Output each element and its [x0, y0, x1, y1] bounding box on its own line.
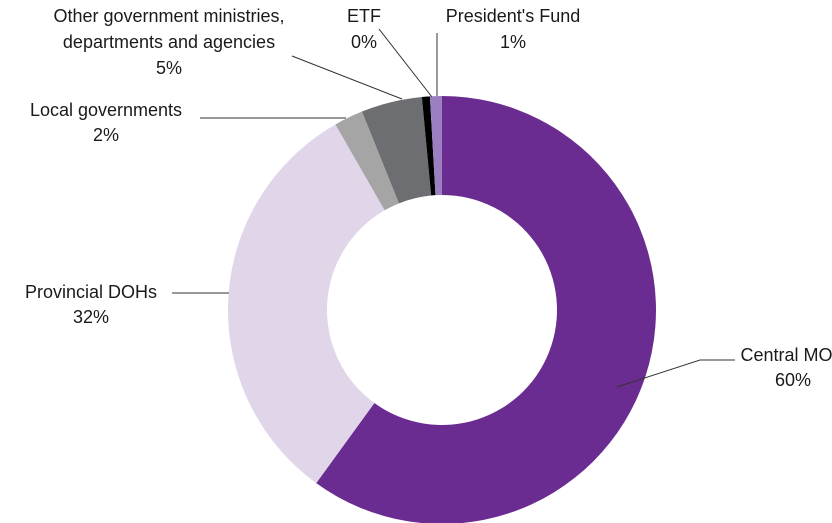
label-central-value: 60%: [775, 370, 811, 390]
leader-line-other: [291, 55, 403, 100]
label-provincial-value: 32%: [73, 307, 109, 327]
slice-president: [429, 96, 442, 196]
label-local-value: 2%: [93, 125, 119, 145]
donut-slices: [228, 96, 656, 523]
slice-central: [316, 96, 656, 523]
leader-lines: [172, 28, 735, 388]
label-central-name: Central MOH: [740, 345, 832, 365]
leader-line-central: [616, 359, 735, 388]
slice-other: [361, 96, 432, 204]
slice-provincial: [228, 124, 385, 484]
label-president-name: President's Fund: [446, 6, 581, 26]
slice-local: [335, 111, 399, 211]
label-local-name: Local governments: [30, 100, 182, 120]
label-etf-value: 0%: [351, 32, 377, 52]
label-other-value: 5%: [156, 58, 182, 78]
slice-etf: [421, 96, 436, 196]
label-etf-name: ETF: [347, 6, 381, 26]
label-other-name-line1: Other government ministries,: [53, 6, 284, 26]
label-other-name-line2: departments and agencies: [63, 32, 275, 52]
label-president-value: 1%: [500, 32, 526, 52]
leader-line-etf: [378, 28, 433, 98]
label-provincial-name: Provincial DOHs: [25, 282, 157, 302]
